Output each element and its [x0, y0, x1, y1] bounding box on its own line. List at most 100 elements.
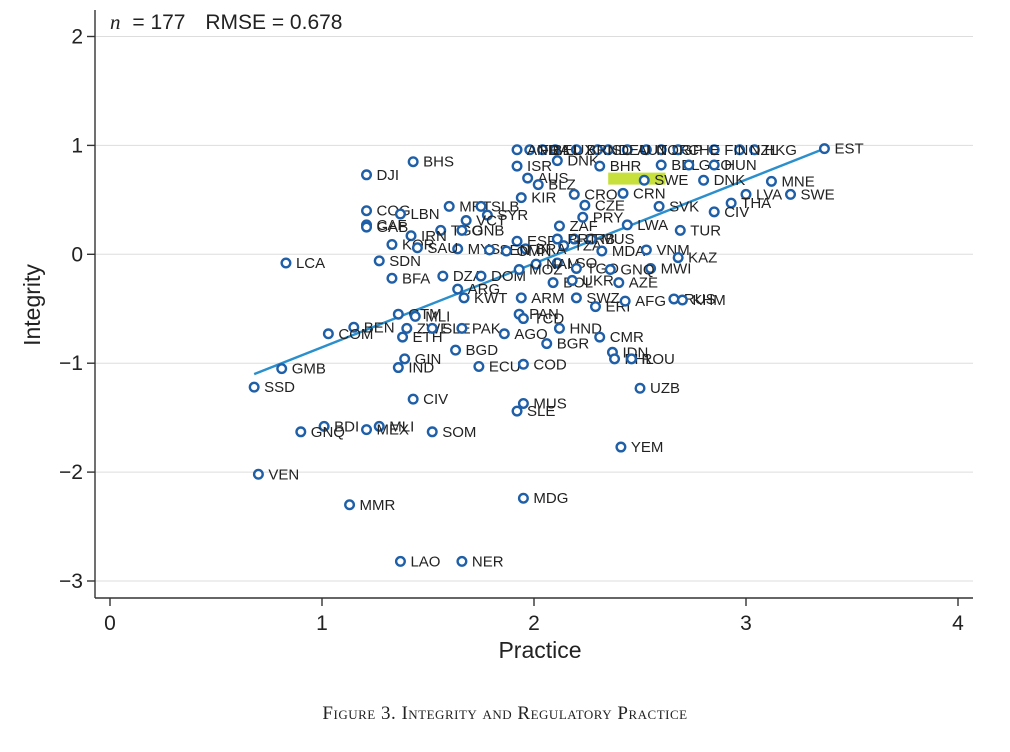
point-label: UZB — [650, 380, 680, 397]
x-tick-label: 2 — [528, 612, 540, 635]
data-point: AZE — [613, 275, 658, 292]
data-point: VEN — [252, 466, 299, 483]
point-label: KWT — [474, 290, 507, 307]
data-point: GNQ — [604, 262, 654, 279]
data-point: PAK — [456, 320, 501, 337]
data-point: BDI — [318, 418, 359, 435]
point-label: BHR — [610, 158, 642, 175]
x-tick-label: 3 — [740, 612, 752, 635]
point-label: CAF — [377, 217, 407, 234]
data-point: MWI — [645, 260, 691, 277]
point-label: THA — [741, 195, 771, 212]
data-point: UKR — [566, 272, 614, 289]
data-point: TCD — [517, 311, 564, 328]
point-label: KAZ — [688, 250, 717, 267]
point-marker — [456, 322, 468, 334]
data-point: AND — [511, 142, 559, 159]
point-label: SOM — [442, 424, 476, 441]
x-axis-ticks: 0 1 2 3 4 — [104, 598, 964, 635]
data-point: LWA — [621, 217, 668, 234]
point-label: PAN — [529, 306, 559, 323]
point-marker — [570, 144, 582, 156]
data-point: BGD — [450, 342, 499, 359]
point-label: FRA — [540, 142, 570, 159]
point-marker — [549, 144, 561, 156]
point-marker — [536, 144, 548, 156]
data-point: CIV — [708, 204, 749, 221]
point-marker — [295, 426, 307, 438]
data-point: LBN — [394, 206, 440, 223]
x-tick-label: 1 — [316, 612, 328, 635]
data-point: SDN — [373, 253, 421, 270]
data-point: COM — [322, 326, 373, 343]
point-marker — [458, 292, 470, 304]
data-point: BFA — [386, 270, 430, 287]
point-marker — [392, 308, 404, 320]
point-label: PRT — [567, 231, 597, 248]
point-marker — [579, 199, 591, 211]
point-label: LBN — [410, 206, 439, 223]
data-point: FRA — [524, 142, 570, 159]
point-marker — [653, 200, 665, 212]
point-marker — [515, 292, 527, 304]
point-label: BDI — [334, 418, 359, 435]
data-point: AFG — [619, 293, 666, 310]
point-label: IRN — [421, 228, 447, 245]
point-marker — [532, 179, 544, 191]
point-marker — [568, 233, 580, 245]
point-label: BEN — [364, 319, 395, 336]
data-point: DNK — [698, 172, 745, 189]
point-label: CZE — [595, 197, 625, 214]
point-marker — [551, 233, 563, 245]
point-marker — [589, 301, 601, 313]
data-point: AGO — [498, 326, 548, 343]
point-marker — [596, 245, 608, 257]
point-marker — [511, 160, 523, 172]
point-marker — [473, 360, 485, 372]
point-label: MUS — [533, 395, 566, 412]
data-point: BRA — [520, 241, 566, 258]
point-label: SLB — [491, 198, 519, 215]
data-point: TUR — [674, 222, 721, 239]
point-marker — [386, 272, 398, 284]
point-label: CIV — [724, 204, 749, 221]
figure-caption: Figure 3. Integrity and Regulatory Pract… — [322, 703, 688, 724]
point-marker — [437, 270, 449, 282]
point-label: AFG — [635, 293, 666, 310]
point-marker — [672, 144, 684, 156]
data-point: MMR — [344, 497, 396, 514]
data-point: BHS — [407, 154, 454, 171]
point-marker — [392, 362, 404, 374]
point-marker — [452, 243, 464, 255]
point-label: MYS — [468, 241, 501, 258]
point-marker — [558, 240, 570, 252]
grid-lines — [95, 36, 973, 582]
data-point: FIN — [708, 142, 748, 159]
point-label: BEL — [552, 142, 580, 159]
point-label: LVA — [756, 186, 782, 203]
y-tick-label: 2 — [71, 26, 83, 49]
point-marker — [361, 424, 373, 436]
point-label: MDA — [612, 243, 645, 260]
point-marker — [592, 144, 604, 156]
data-point: MDG — [517, 490, 568, 507]
data-point: SYR — [481, 207, 528, 224]
point-label: VEN — [268, 466, 299, 483]
point-marker — [524, 144, 536, 156]
point-marker — [609, 353, 621, 365]
point-label: SWE — [801, 186, 835, 203]
point-marker — [322, 328, 334, 340]
data-point: MNE — [765, 173, 815, 190]
point-marker — [517, 358, 529, 370]
point-marker — [361, 205, 373, 217]
point-label: SVK — [669, 198, 699, 215]
point-label: TZA — [574, 238, 602, 255]
data-point: KWT — [458, 290, 507, 307]
point-label: HKG — [764, 142, 797, 159]
point-marker — [655, 144, 667, 156]
data-point: BLZ — [532, 177, 576, 194]
point-marker — [553, 322, 565, 334]
data-point: BGR — [541, 336, 589, 353]
point-label: BGD — [466, 342, 499, 359]
